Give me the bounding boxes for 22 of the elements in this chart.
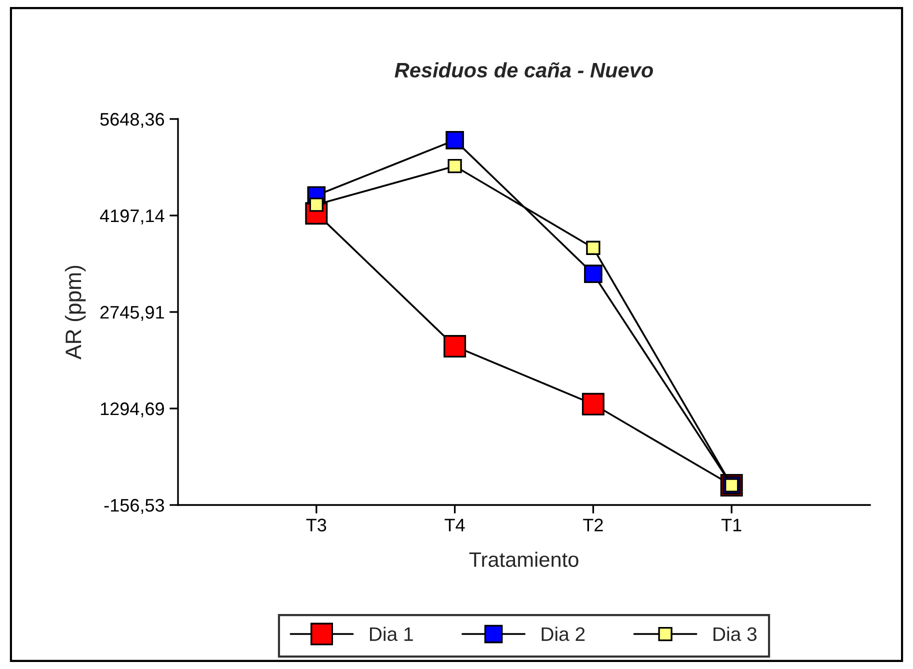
x-tick-label: T3 — [306, 518, 326, 532]
point — [446, 131, 464, 150]
point — [584, 264, 602, 283]
y-tick-label: 1294,69 — [100, 402, 164, 418]
x-tick-label: T4 — [444, 518, 465, 532]
x-axis-title: Tratamiento — [469, 552, 578, 567]
point — [582, 392, 604, 416]
y-tick-label: 2745,91 — [100, 306, 164, 321]
point — [444, 335, 466, 358]
legend-label: Dia 2 — [542, 626, 585, 642]
y-tick-label: 5648,36 — [100, 112, 164, 128]
legend-label: Dia 1 — [370, 626, 413, 642]
x-tick-label: T2 — [583, 518, 603, 532]
y-tick-label: -156,53 — [104, 498, 164, 514]
point — [448, 159, 462, 174]
x-tick-label: T1 — [721, 518, 742, 532]
y-tick-label: 4197,14 — [100, 209, 164, 224]
legend-label: Dia 3 — [714, 626, 757, 642]
y-axis-title: AR (ppm) — [64, 266, 86, 360]
chart-title: Residuos de caña - Nuevo — [394, 62, 654, 78]
point — [586, 240, 600, 255]
point — [309, 198, 324, 212]
